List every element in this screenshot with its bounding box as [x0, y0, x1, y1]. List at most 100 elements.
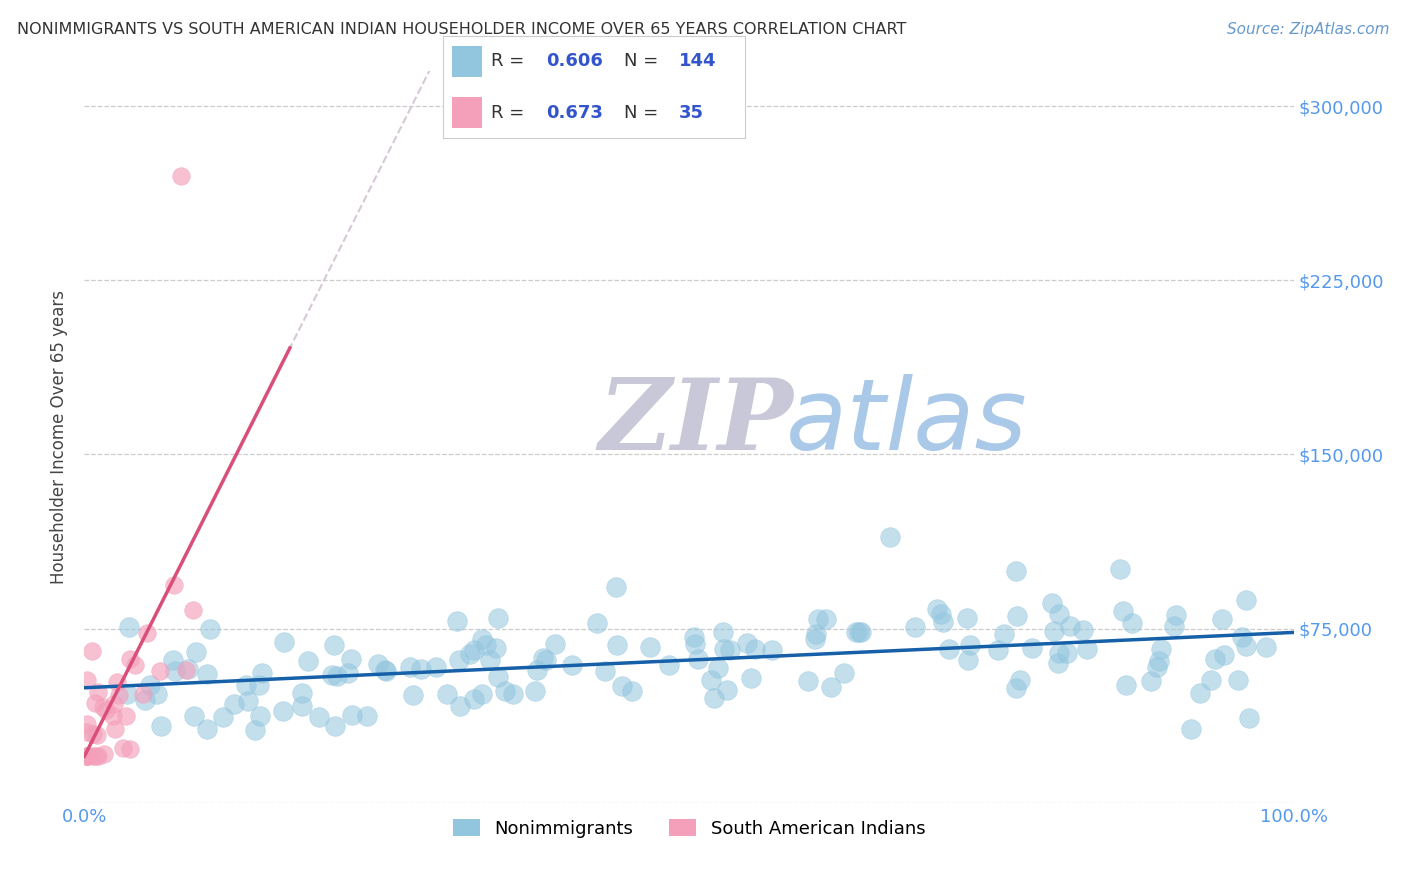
Point: [849, 624, 872, 639]
Point: [494, 684, 516, 698]
Point: [186, 645, 208, 659]
Point: [814, 612, 837, 626]
Point: [925, 602, 948, 616]
Point: [235, 678, 257, 692]
Point: [879, 530, 901, 544]
Bar: [451, 97, 482, 128]
Legend: Nonimmigrants, South American Indians: Nonimmigrants, South American Indians: [446, 812, 932, 845]
Point: [76, 716, 98, 731]
Point: [76, 749, 98, 764]
Point: [82, 749, 104, 764]
Point: [718, 643, 741, 657]
Point: [1256, 640, 1278, 654]
Point: [463, 692, 485, 706]
Point: [103, 698, 125, 712]
Point: [1108, 562, 1130, 576]
Point: [523, 683, 546, 698]
Point: [326, 669, 349, 683]
Point: [291, 698, 314, 713]
Point: [105, 674, 128, 689]
Point: [706, 661, 728, 675]
Point: [149, 665, 172, 679]
Point: [938, 642, 960, 657]
Point: [610, 679, 633, 693]
Point: [1150, 641, 1173, 656]
Point: [375, 664, 398, 678]
Point: [115, 687, 138, 701]
Point: [1166, 608, 1188, 623]
Point: [1076, 642, 1098, 657]
Point: [183, 709, 205, 723]
Point: [586, 616, 609, 631]
Point: [271, 704, 294, 718]
Text: NONIMMIGRANTS VS SOUTH AMERICAN INDIAN HOUSEHOLDER INCOME OVER 65 YEARS CORRELAT: NONIMMIGRANTS VS SOUTH AMERICAN INDIAN H…: [17, 22, 907, 37]
Point: [1046, 656, 1069, 670]
Point: [658, 658, 681, 673]
Point: [243, 723, 266, 737]
Point: [1021, 640, 1043, 655]
Point: [761, 643, 783, 657]
Point: [1059, 619, 1081, 633]
Point: [118, 742, 141, 756]
Point: [1005, 681, 1028, 695]
Point: [463, 643, 485, 657]
Point: [820, 680, 842, 694]
Point: [149, 719, 172, 733]
Text: 144: 144: [679, 53, 716, 70]
Point: [342, 707, 364, 722]
Point: [101, 708, 124, 723]
Point: [956, 611, 979, 625]
Point: [321, 668, 343, 682]
Point: [1149, 654, 1171, 668]
Point: [249, 678, 271, 692]
Point: [471, 632, 494, 647]
Point: [124, 658, 146, 673]
Point: [486, 610, 509, 624]
Text: R =: R =: [491, 103, 530, 121]
Point: [104, 722, 127, 736]
Point: [273, 634, 295, 648]
Point: [112, 740, 135, 755]
Point: [959, 638, 981, 652]
Point: [297, 654, 319, 668]
Point: [931, 615, 953, 630]
Point: [735, 636, 758, 650]
Point: [163, 665, 186, 679]
Point: [86, 728, 108, 742]
Point: [458, 647, 481, 661]
Text: N =: N =: [624, 103, 664, 121]
Point: [1211, 611, 1233, 625]
Point: [447, 653, 470, 667]
Point: [1005, 609, 1028, 624]
Point: [848, 624, 870, 639]
Text: 35: 35: [679, 103, 703, 121]
Point: [76, 749, 98, 764]
Point: [87, 685, 110, 699]
Point: [87, 749, 110, 764]
Point: [987, 643, 1010, 657]
Point: [195, 666, 218, 681]
Point: [1234, 593, 1257, 607]
Point: [620, 684, 643, 698]
Point: [1111, 604, 1133, 618]
Point: [91, 699, 114, 714]
Y-axis label: Householder Income Over 65 years: Householder Income Over 65 years: [51, 290, 69, 584]
Point: [238, 694, 260, 708]
Point: [118, 651, 141, 665]
Point: [446, 614, 468, 628]
Point: [132, 686, 155, 700]
Point: [1204, 652, 1226, 666]
Point: [82, 726, 104, 740]
Point: [1047, 607, 1070, 621]
Point: [399, 659, 422, 673]
Point: [1040, 596, 1063, 610]
Point: [107, 688, 129, 702]
Point: [1121, 615, 1143, 630]
Point: [136, 626, 159, 640]
Point: [134, 692, 156, 706]
Point: [904, 619, 927, 633]
Point: [531, 651, 554, 665]
Point: [115, 709, 138, 723]
Point: [252, 666, 274, 681]
Point: [1237, 711, 1260, 725]
